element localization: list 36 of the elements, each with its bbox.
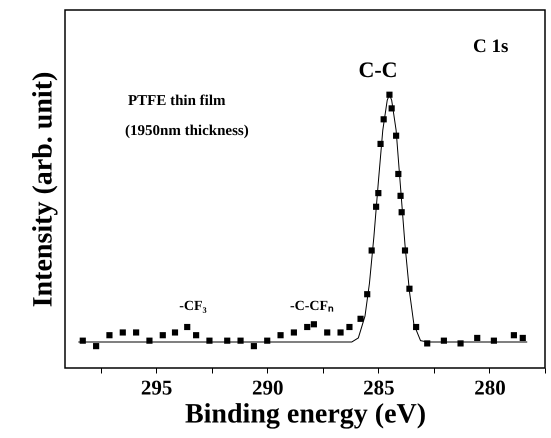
y-axis-title: Intensity (arb. unit) bbox=[28, 72, 58, 308]
point bbox=[160, 332, 166, 338]
point bbox=[346, 324, 353, 330]
x-tick-label: 290 bbox=[252, 376, 284, 400]
x-tick-label: 280 bbox=[474, 376, 506, 400]
point bbox=[106, 332, 113, 338]
point bbox=[324, 329, 330, 336]
point bbox=[250, 343, 257, 350]
point bbox=[364, 291, 370, 298]
point bbox=[474, 334, 480, 342]
x-axis-title: Binding energy (eV) bbox=[184, 398, 426, 430]
x-tick-label: 295 bbox=[140, 376, 172, 400]
point bbox=[264, 338, 270, 344]
point bbox=[172, 329, 178, 336]
text: C-C bbox=[358, 57, 398, 82]
point bbox=[80, 338, 86, 344]
point bbox=[304, 324, 310, 330]
point bbox=[193, 332, 200, 338]
text: C 1s bbox=[473, 36, 508, 57]
point bbox=[184, 324, 190, 330]
point bbox=[120, 329, 126, 336]
point bbox=[337, 329, 344, 336]
point bbox=[290, 329, 297, 336]
point bbox=[520, 334, 526, 342]
point bbox=[510, 332, 517, 338]
x-tick-label: 285 bbox=[363, 376, 395, 400]
annotation: PTFE thin film bbox=[128, 93, 226, 109]
point bbox=[310, 321, 317, 328]
annotation: (1950nm thickness) bbox=[125, 123, 249, 139]
point bbox=[133, 329, 140, 336]
annotation: -CF₃ bbox=[179, 299, 207, 314]
point bbox=[357, 316, 364, 322]
point bbox=[277, 332, 284, 338]
point bbox=[93, 343, 100, 350]
point bbox=[224, 338, 230, 344]
annotation: -C-CFₙ bbox=[290, 299, 334, 314]
